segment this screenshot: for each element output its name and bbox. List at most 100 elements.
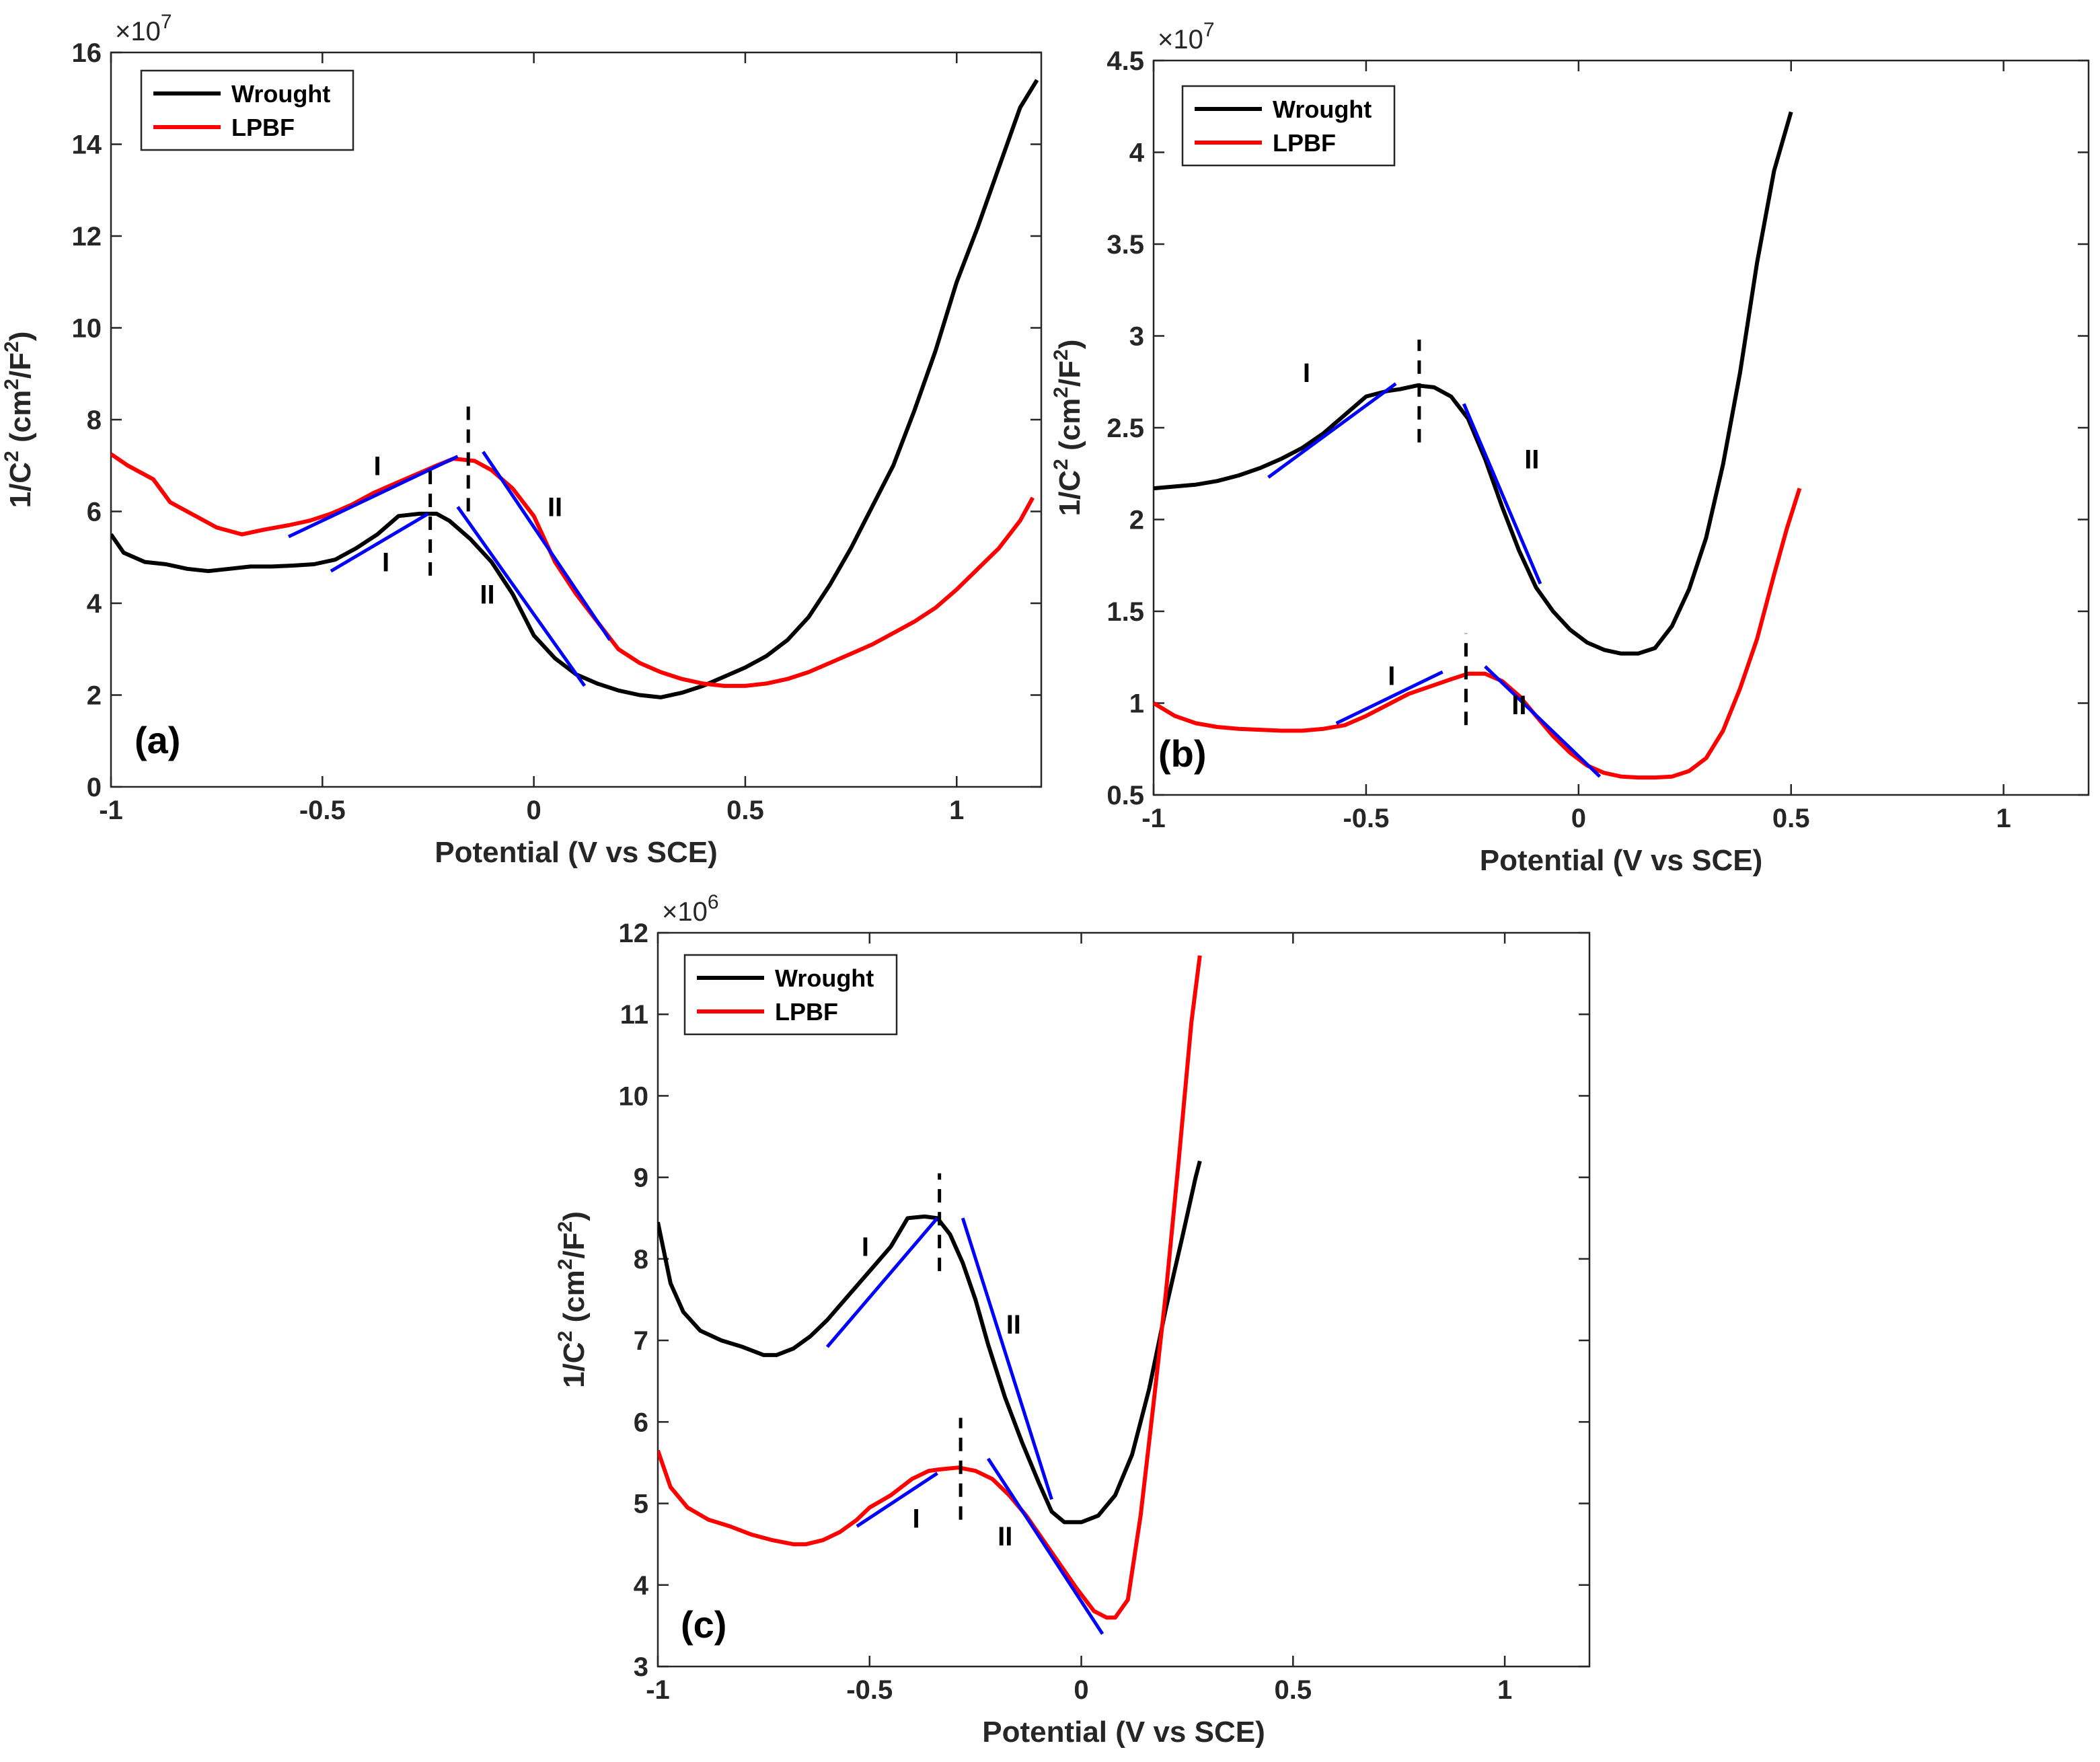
y-tick-label: 3	[1129, 322, 1144, 352]
series-line-lpbf	[111, 452, 1035, 688]
y-tick-label: 2.5	[1107, 414, 1144, 443]
plot-area	[657, 931, 1591, 1668]
y-tick-label: 11	[620, 1000, 648, 1030]
region-annotation: I	[382, 548, 389, 578]
y-tick-label: 6	[634, 1408, 648, 1437]
y-label-part: /F	[1053, 360, 1086, 387]
y-tick-label: 10	[72, 314, 102, 344]
y-tick-label: 4	[1129, 139, 1145, 168]
y-label-part: 1/C	[4, 462, 37, 508]
x-tick-label: -1	[1141, 804, 1166, 833]
y-tick-label: 10	[619, 1081, 649, 1111]
legend: Wrought LPBF	[140, 69, 354, 151]
y-tick-label: 14	[72, 130, 102, 160]
series-line-wrought	[1154, 111, 1793, 656]
y-tick-label: 1	[1129, 689, 1144, 719]
y-tick-label: 4	[634, 1571, 649, 1601]
multiplier-exponent: 7	[161, 11, 172, 33]
y-tick-label: 12	[619, 919, 649, 948]
legend-box	[140, 69, 354, 151]
x-tick-label: 1	[1996, 804, 2011, 833]
y-label-part: 2	[1, 341, 23, 352]
linear-fit-line	[1462, 403, 1542, 585]
multiplier-exponent: 7	[1203, 19, 1215, 41]
y-label-part: (cm	[558, 1270, 591, 1330]
region-annotation: II	[480, 580, 494, 609]
x-tick-label: 0.5	[726, 796, 764, 825]
panel-label: (a)	[135, 719, 180, 761]
legend-box	[683, 954, 898, 1036]
y-label-part: 2	[1050, 459, 1072, 470]
y-tick-label: 6	[87, 498, 102, 527]
legend: Wrought LPBF	[683, 954, 898, 1036]
region-annotation: I	[1303, 358, 1310, 388]
linear-fit-line	[825, 1217, 939, 1348]
multiplier-base: ×10	[115, 17, 161, 46]
y-tick-label: 8	[87, 406, 102, 435]
x-tick-label: 0.5	[1275, 1675, 1312, 1705]
y-tick-label: 3	[634, 1652, 648, 1682]
legend-label: LPBF	[231, 114, 295, 141]
y-label-part: 2	[1, 379, 23, 390]
linear-fit-line	[482, 451, 611, 641]
region-annotation: I	[1388, 662, 1395, 691]
linear-fit-line	[986, 1457, 1104, 1635]
multiplier-base: ×10	[662, 897, 708, 927]
region-annotation: I	[862, 1233, 869, 1262]
y-axis-multiplier: ×107	[115, 11, 172, 46]
region-annotation: I	[373, 451, 381, 481]
series-line-lpbf	[1154, 488, 1802, 780]
y-label-part: 1/C	[558, 1342, 591, 1387]
region-annotation: II	[548, 493, 562, 523]
y-tick-label: 3.5	[1107, 230, 1144, 260]
legend-label: Wrought	[775, 964, 874, 992]
x-axis-label: Potential (V vs SCE)	[435, 836, 718, 869]
region-annotation: II	[1524, 445, 1539, 474]
legend: Wrought LPBF	[1181, 85, 1396, 167]
x-tick-label: 1	[949, 796, 964, 825]
linear-fit-line	[456, 506, 587, 687]
legend-label: LPBF	[1273, 129, 1336, 157]
y-tick-label: 9	[634, 1163, 648, 1193]
x-tick-label: -1	[99, 796, 123, 825]
x-tick-label: -1	[646, 1675, 670, 1705]
linear-fit-line	[961, 1217, 1053, 1500]
x-tick-label: -0.5	[1343, 804, 1389, 833]
x-axis-label: Potential (V vs SCE)	[982, 1716, 1265, 1749]
panel-label: (b)	[1158, 732, 1207, 775]
y-label-part: )	[558, 1211, 591, 1221]
multiplier-base: ×10	[1158, 25, 1203, 54]
region-annotation: I	[912, 1504, 920, 1533]
panel-label: (c)	[681, 1603, 726, 1646]
y-label-part: 2	[1050, 349, 1072, 360]
x-tick-label: -0.5	[299, 796, 346, 825]
y-tick-label: 16	[72, 38, 102, 68]
y-tick-label: 0	[87, 773, 102, 802]
y-axis-label: 1/C2 (cm2/F2)	[1050, 340, 1086, 516]
y-tick-label: 1.5	[1107, 597, 1144, 627]
series-line-wrought	[111, 79, 1039, 699]
x-tick-label: 0	[527, 796, 541, 825]
plot-area	[110, 51, 1043, 788]
x-axis-label: Potential (V vs SCE)	[1480, 844, 1763, 877]
y-tick-label: 2	[1129, 506, 1144, 535]
linear-fit-line	[1267, 382, 1397, 479]
y-label-part: )	[4, 332, 37, 342]
region-annotation: II	[1006, 1310, 1021, 1340]
linear-fit-line	[856, 1471, 938, 1528]
plot-area	[1152, 59, 2090, 796]
y-tick-label: 4	[87, 589, 102, 619]
linear-fit-line	[1484, 665, 1602, 778]
y-label-part: )	[1053, 340, 1086, 350]
linear-fit-line	[287, 455, 459, 539]
y-label-part: 1/C	[1053, 470, 1086, 516]
legend-label: LPBF	[775, 998, 838, 1026]
x-tick-label: 0.5	[1772, 804, 1810, 833]
y-label-part: (cm	[4, 390, 37, 451]
y-label-part: 2	[554, 1331, 576, 1342]
y-axis-multiplier: ×107	[1158, 19, 1215, 54]
y-tick-label: 5	[634, 1490, 648, 1519]
